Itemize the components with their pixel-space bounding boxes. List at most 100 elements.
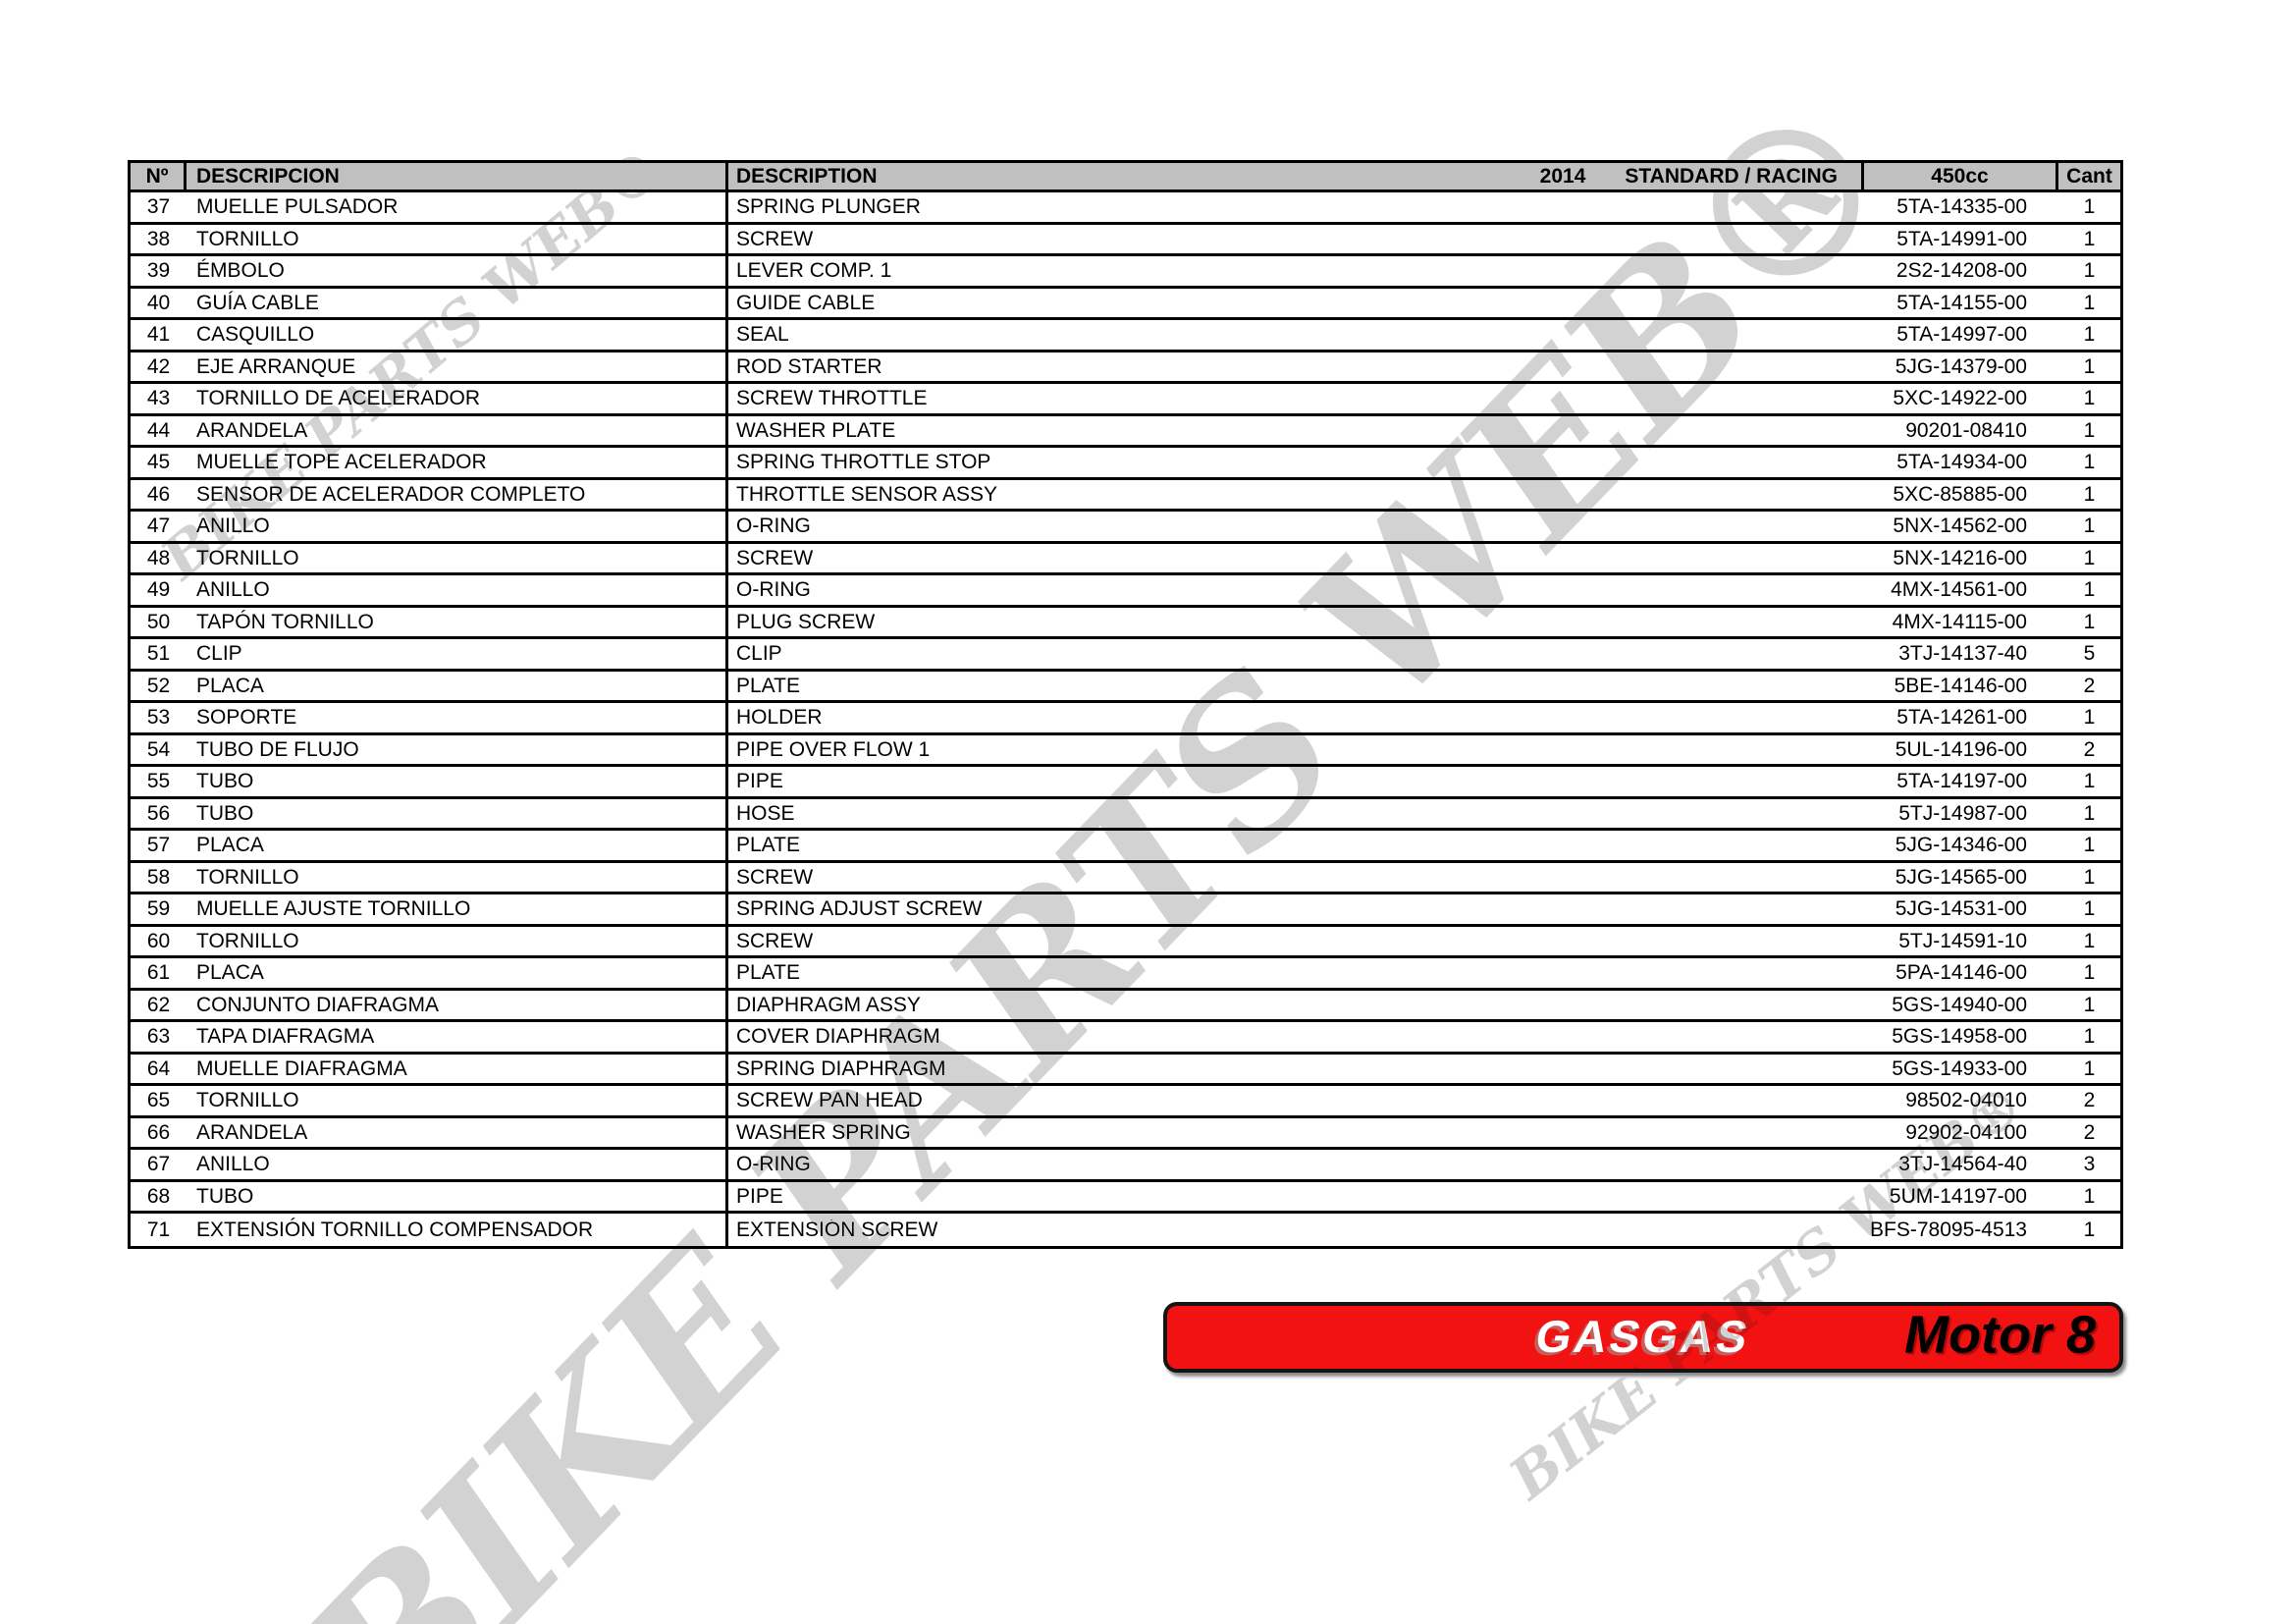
parts-table: Nº DESCRIPCION DESCRIPTION 2014 STANDARD… [128,160,2123,1249]
cell-num: 65 [146,1090,171,1111]
cell-descripcion: MUELLE DIAFRAGMA [187,1054,728,1083]
cell-part-number: 5TA-14335-00 [1896,196,2027,218]
table-row: 59 MUELLE AJUSTE TORNILLO SPRING ADJUST SC… [131,894,2120,927]
header-description-group: DESCRIPTION 2014 STANDARD / RACING [728,163,1864,189]
cell-qty: 1 [2083,292,2096,313]
cell-part-number: 5UL-14196-00 [1895,738,2027,760]
cell-descripcion: ARANDELA [187,1117,728,1147]
table-header-row: Nº DESCRIPCION DESCRIPTION 2014 STANDARD… [131,163,2120,192]
cell-descripcion: MUELLE AJUSTE TORNILLO [187,894,728,924]
table-row: 39 ÉMBOLO LEVER COMP. 1 2S2-14208-00 1 [131,256,2120,289]
cell-description: SCREW [736,547,814,568]
cell-num: 41 [146,324,171,346]
cell-qty: 1 [2083,196,2096,218]
cell-description: SCREW THROTTLE [736,388,928,409]
cell-num: 71 [146,1218,171,1240]
table-row: 43 TORNILLO DE ACELERADOR SCREW THROTTLE 5X… [131,384,2120,416]
cell-description: WASHER SPRING [736,1121,911,1143]
cell-part-number: 5GS-14940-00 [1892,994,2027,1015]
table-row: 53 SOPORTE HOLDER 5TA-14261-00 1 [131,703,2120,735]
header-year: 2014 [1539,164,1586,188]
cell-qty: 1 [2083,452,2096,473]
cell-descripcion: TAPÓN TORNILLO [187,607,728,636]
cell-num: 43 [146,388,171,409]
cell-description: DIAPHRAGM ASSY [736,994,921,1015]
table-row: 66 ARANDELA WASHER SPRING 92902-04100 2 [131,1117,2120,1150]
header-model: 450cc [1864,163,2058,189]
cell-qty: 1 [2083,579,2096,601]
cell-descripcion: TORNILLO [187,224,728,253]
cell-description: SPRING DIAPHRAGM [736,1057,946,1079]
table-row: 57 PLACA PLATE 5JG-14346-00 1 [131,831,2120,863]
cell-description: HOLDER [736,707,823,729]
cell-num: 42 [146,355,171,377]
cell-description: PIPE [736,1185,783,1207]
cell-num: 59 [146,898,171,920]
cell-qty: 1 [2083,419,2096,441]
cell-qty: 1 [2083,898,2096,920]
cell-part-number: 5PA-14146-00 [1896,962,2027,984]
table-row: 52 PLACA PLATE 5BE-14146-00 2 [131,671,2120,703]
table-row: 51 CLIP CLIP 3TJ-14137-40 5 [131,639,2120,672]
cell-part-number: 5TJ-14591-10 [1898,930,2027,951]
cell-descripcion: ÉMBOLO [187,256,728,286]
cell-qty: 1 [2083,866,2096,888]
cell-qty: 1 [2083,324,2096,346]
cell-qty: 2 [2083,1121,2096,1143]
cell-descripcion: ANILLO [187,575,728,605]
table-row: 44 ARANDELA WASHER PLATE 90201-08410 1 [131,415,2120,448]
cell-num: 53 [146,707,171,729]
cell-num: 58 [146,866,171,888]
cell-qty: 1 [2083,611,2096,632]
cell-description: PIPE [736,771,783,792]
cell-descripcion: TUBO DE FLUJO [187,734,728,764]
cell-part-number: 4MX-14561-00 [1891,579,2027,601]
cell-part-number: 5JG-14531-00 [1895,898,2027,920]
cell-description: HOSE [736,802,795,824]
cell-description: PLATE [736,675,800,696]
cell-qty: 1 [2083,771,2096,792]
table-row: 50 TAPÓN TORNILLO PLUG SCREW 4MX-14115-00 1 [131,607,2120,639]
cell-part-number: 5UM-14197-00 [1889,1185,2027,1207]
cell-descripcion: GUÍA CABLE [187,288,728,317]
table-row: 56 TUBO HOSE 5TJ-14987-00 1 [131,798,2120,831]
header-num: Nº [131,163,187,189]
table-row: 38 TORNILLO SCREW 5TA-14991-00 1 [131,224,2120,256]
header-variant: STANDARD / RACING [1625,164,1838,188]
table-row: 40 GUÍA CABLE GUIDE CABLE 5TA-14155-00 1 [131,288,2120,320]
table-body: 37 MUELLE PULSADOR SPRING PLUNGER 5TA-14335… [131,192,2120,1246]
banner-title: Motor 8 [1904,1305,2096,1365]
table-row: 45 MUELLE TOPE ACELERADOR SPRING THROTTLE … [131,448,2120,480]
cell-description: PLATE [736,962,800,984]
cell-part-number: 5NX-14562-00 [1893,515,2027,537]
cell-qty: 1 [2083,835,2096,856]
cell-description: THROTTLE SENSOR ASSY [736,483,998,505]
cell-qty: 1 [2083,962,2096,984]
cell-descripcion: TORNILLO [187,543,728,572]
cell-descripcion: PLACA [187,831,728,860]
cell-descripcion: EXTENSIÓN TORNILLO COMPENSADOR [187,1214,728,1246]
cell-qty: 1 [2083,547,2096,568]
cell-qty: 1 [2083,1218,2096,1240]
cell-part-number: 90201-08410 [1905,419,2027,441]
header-descripcion: DESCRIPCION [187,163,728,189]
cell-num: 44 [146,419,171,441]
cell-description: PIPE OVER FLOW 1 [736,738,931,760]
cell-qty: 1 [2083,1026,2096,1048]
cell-part-number: 5TA-14997-00 [1896,324,2027,346]
cell-qty: 1 [2083,802,2096,824]
cell-part-number: 2S2-14208-00 [1896,260,2027,282]
table-row: 63 TAPA DIAFRAGMA COVER DIAPHRAGM 5GS-14958… [131,1022,2120,1055]
cell-num: 62 [146,994,171,1015]
cell-description: SPRING ADJUST SCREW [736,898,983,920]
cell-description: SPRING PLUNGER [736,196,921,218]
table-row: 60 TORNILLO SCREW 5TJ-14591-10 1 [131,926,2120,958]
cell-part-number: 5NX-14216-00 [1893,547,2027,568]
cell-part-number: 98502-04010 [1905,1090,2027,1111]
cell-description: LEVER COMP. 1 [736,260,892,282]
cell-description: SPRING THROTTLE STOP [736,452,991,473]
table-row: 37 MUELLE PULSADOR SPRING PLUNGER 5TA-14335… [131,192,2120,225]
cell-descripcion: TAPA DIAFRAGMA [187,1022,728,1052]
cell-part-number: 5GS-14958-00 [1892,1026,2027,1048]
